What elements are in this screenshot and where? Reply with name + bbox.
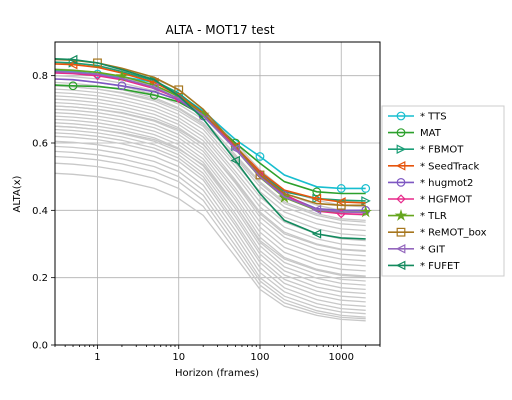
legend-label: * hugmot2 (420, 178, 473, 189)
series-line (54, 72, 366, 216)
series-marker (149, 82, 159, 92)
legend-box (381, 105, 505, 277)
series-marker (336, 200, 346, 210)
background-tracker-line (54, 112, 366, 272)
series-marker (396, 177, 406, 187)
series-fufet (54, 54, 366, 240)
legend-item: * TLR (388, 208, 447, 222)
background-tracker-line (54, 115, 366, 277)
series-marker (311, 204, 322, 215)
legend-label: * GIT (420, 244, 446, 255)
x-axis-ticks: 1 10 100 1000 (54, 345, 381, 363)
background-tracker-line (54, 85, 366, 223)
series-line (54, 58, 366, 240)
series-marker (336, 184, 346, 193)
legend-label: MAT (420, 128, 442, 139)
legend-label: * HGFMOT (420, 195, 473, 206)
background-tracker-line (54, 135, 366, 303)
chart-title: ALTA - MOT17 test (165, 23, 274, 37)
background-tracker-line (54, 155, 366, 318)
y-tick-label: 0.2 (32, 273, 48, 284)
series-marker (396, 227, 406, 237)
legend-item: * GIT (388, 244, 446, 255)
legend-item: * FUFET (388, 260, 460, 272)
series-marker (311, 193, 322, 204)
series-marker (396, 194, 406, 204)
series-lines (54, 54, 373, 240)
series-marker (255, 170, 265, 180)
x-tick-label: 100 (250, 352, 269, 363)
legend-item: * FBMOT (388, 144, 464, 156)
background-tracker-line (54, 95, 366, 247)
legend-label: * FBMOT (420, 145, 464, 156)
y-tick-label: 0.8 (32, 71, 48, 82)
series-git (54, 70, 366, 215)
y-tick-label: 0.4 (32, 206, 48, 217)
background-tracker-line (54, 162, 366, 320)
background-tracker-line (54, 88, 366, 237)
series-marker (396, 128, 406, 138)
legend-item: * HGFMOT (388, 194, 473, 206)
series-marker (361, 184, 371, 193)
series-marker (394, 208, 408, 221)
background-tracker-line (54, 128, 366, 295)
legend-label: * FUFET (420, 261, 460, 272)
background-tracker-line (54, 118, 366, 282)
legend-label: * ReMOT_box (420, 228, 487, 239)
series-marker (67, 59, 78, 70)
series-marker (396, 144, 407, 154)
background-tracker-line (54, 91, 366, 242)
legend-item: MAT (388, 128, 442, 139)
series-marker (311, 229, 322, 239)
legend-label: * TLR (420, 211, 447, 222)
legend-item: * ReMOT_box (388, 228, 487, 239)
series-marker (230, 155, 240, 166)
background-tracker-line (54, 108, 366, 267)
background-tracker-line (54, 140, 366, 307)
background-tracker-line (54, 105, 366, 253)
y-axis-ticks: 0.0 0.2 0.4 0.6 0.8 (32, 71, 55, 352)
series-marker (395, 260, 406, 271)
series-marker (359, 205, 373, 218)
series-marker (255, 152, 265, 161)
legend-label: * TTS (420, 112, 447, 123)
x-tick-label: 1000 (329, 352, 354, 363)
background-tracker-line (54, 145, 366, 311)
series-line (54, 70, 366, 214)
background-tracker-line (54, 150, 366, 315)
legend-item: * TTS (388, 112, 447, 123)
series-marker (396, 111, 406, 121)
y-tick-label: 0.6 (32, 139, 48, 150)
x-tick-label: 10 (172, 352, 185, 363)
background-tracker-line (54, 98, 366, 252)
legend-item: * SeedTrack (388, 161, 480, 172)
series-marker (230, 144, 240, 154)
background-tracker-line (54, 132, 366, 299)
x-axis-label: Horizon (frames) (175, 368, 259, 379)
series-marker (68, 81, 78, 91)
background-tracker-line (54, 172, 366, 322)
y-tick-label: 0.0 (32, 341, 48, 352)
series-marker (67, 54, 78, 65)
background-tracker-line (54, 125, 366, 278)
series-marker (174, 85, 184, 95)
series-marker (312, 187, 322, 197)
series-marker (395, 161, 406, 171)
y-axis-label: ALTA(x) (12, 175, 23, 212)
legend: * TTS MAT * FBMOT * SeedTrack * hugmot2 * HGF… (381, 105, 505, 277)
series-marker (395, 244, 406, 254)
legend-label: * SeedTrack (420, 161, 480, 172)
legend-item: * hugmot2 (388, 178, 473, 189)
series-marker (117, 81, 127, 91)
x-tick-label: 1 (94, 352, 100, 363)
